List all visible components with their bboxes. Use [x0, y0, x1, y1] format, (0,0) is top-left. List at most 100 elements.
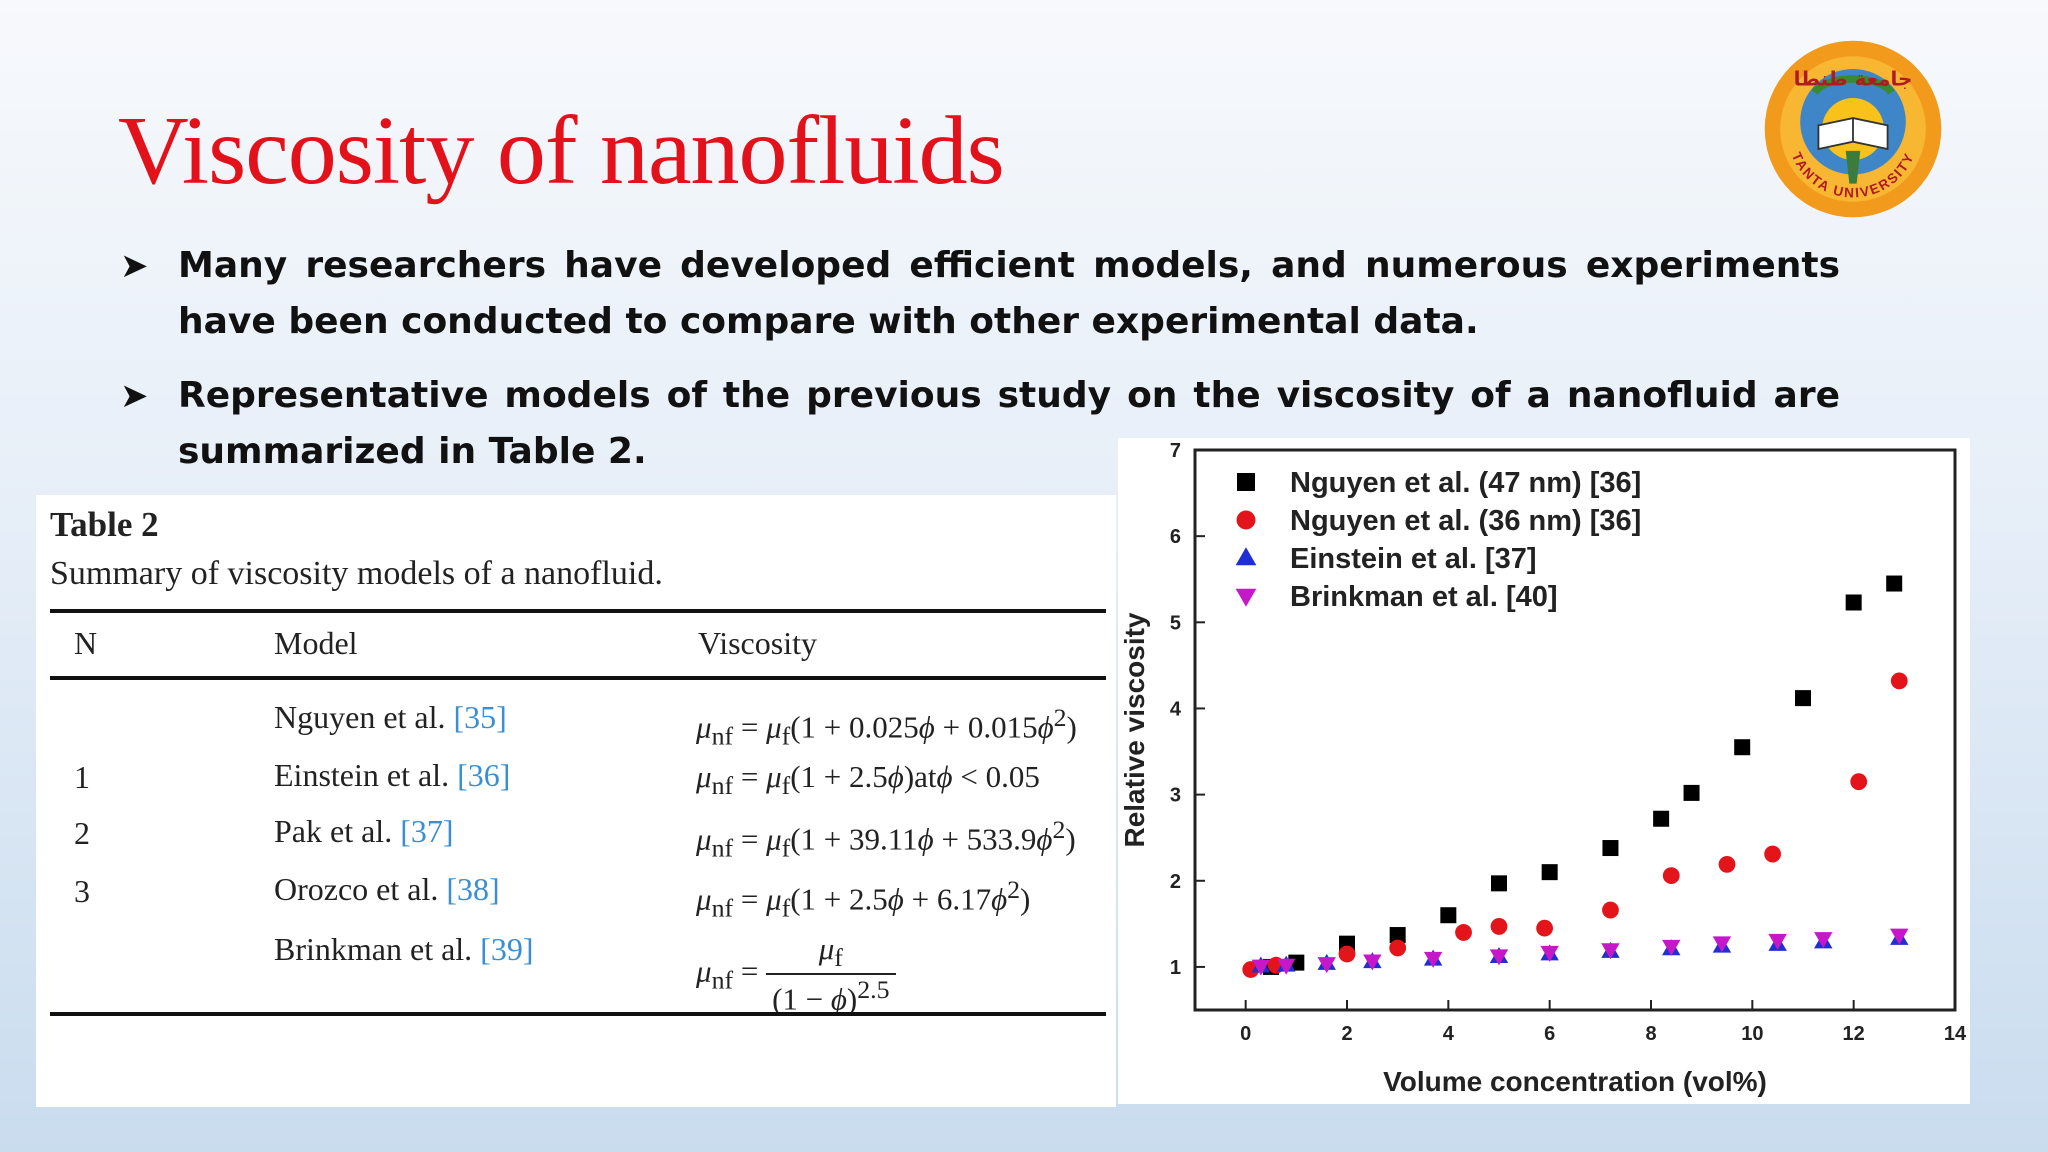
citation-link[interactable]: [36] [457, 757, 511, 793]
citation-link[interactable]: [37] [400, 813, 454, 849]
data-point [1683, 784, 1700, 801]
x-tick-label: 12 [1843, 1023, 1865, 1045]
row-model: Brinkman et al. [39] [274, 931, 533, 968]
row-formula: μnf = μf(1 + 39.11ϕ + 533.9ϕ2) [696, 815, 1076, 863]
data-point [1764, 845, 1781, 863]
model-name: Pak et al. [274, 813, 393, 849]
svg-text:جامعة طنطا: جامعة طنطا [1794, 66, 1913, 90]
bullet-text: Representative models of the previous st… [178, 375, 1840, 472]
bullet-list: ➤ Many researchers have developed effici… [120, 238, 1840, 498]
arrow-bullet-icon: ➤ [120, 246, 149, 286]
data-point [1814, 932, 1833, 949]
y-tick-label: 2 [1170, 871, 1181, 893]
legend-marker [1237, 473, 1255, 491]
x-tick-label: 2 [1341, 1023, 1352, 1045]
model-name: Nguyen et al. [274, 699, 446, 735]
x-tick-label: 0 [1240, 1023, 1251, 1045]
relative-viscosity-chart: 0 2 4 6 8 10 12 14 1 2 3 4 5 6 7 Nguyen et al. (47 nm)… [1118, 438, 1970, 1104]
data-point [1440, 907, 1457, 924]
data-point [1490, 918, 1508, 935]
row-model: Einstein et al. [36] [274, 757, 510, 794]
row-model: Orozco et al. [38] [274, 871, 500, 908]
data-point [1489, 949, 1509, 966]
row-formula: μnf = μf(1 + 2.5ϕ)atϕ < 0.05 [696, 759, 1040, 801]
data-point [1389, 927, 1406, 944]
y-tick-label: 7 [1170, 440, 1181, 462]
legend-marker [1235, 588, 1257, 607]
row-model: Nguyen et al. [35] [274, 699, 507, 736]
data-point [1601, 943, 1620, 960]
header-model: Model [274, 625, 358, 661]
legend-marker [1235, 547, 1257, 566]
data-point [1251, 959, 1271, 976]
table-caption: Table 2 [50, 505, 159, 544]
x-tick-label: 6 [1544, 1023, 1555, 1045]
data-point [1662, 867, 1680, 884]
legend-marker [1236, 510, 1256, 530]
arrow-bullet-icon: ➤ [120, 376, 149, 416]
x-tick-label: 14 [1944, 1023, 1967, 1045]
data-point [1338, 945, 1356, 963]
viscosity-models-table: Table 2 Summary of viscosity models of a… [36, 495, 1116, 1107]
data-point [1886, 575, 1903, 592]
model-name: Einstein et al. [274, 757, 450, 793]
data-point [1890, 672, 1908, 690]
y-tick-label: 3 [1170, 785, 1181, 807]
legend-label: Nguyen et al. (47 nm) [36] [1290, 467, 1641, 499]
data-point [1890, 928, 1909, 945]
bullet-item: ➤ Representative models of the previous … [120, 368, 1840, 480]
x-tick-label: 4 [1443, 1023, 1455, 1045]
legend-label: Einstein et al. [37] [1290, 543, 1537, 575]
data-point [1602, 901, 1619, 919]
table-top-rule [50, 609, 1106, 613]
x-axis-label: Volume concentration (vol%) [1383, 1066, 1767, 1097]
data-point [1718, 856, 1736, 873]
data-point [1536, 919, 1553, 937]
model-name: Brinkman et al. [274, 931, 473, 967]
plot-frame [1193, 448, 1957, 1012]
y-axis-label: Relative viscosity [1119, 612, 1150, 847]
row-formula: μnf = μf(1 + 2.5ϕ + 6.17ϕ2) [696, 875, 1031, 923]
data-point [1541, 864, 1558, 881]
data-point [1491, 875, 1507, 892]
data-point [1850, 773, 1868, 791]
row-formula: μnf = μf (1 − ϕ)2.5 [696, 931, 896, 1018]
data-point [1423, 951, 1443, 968]
y-tick-label: 6 [1170, 526, 1181, 548]
citation-link[interactable]: [38] [446, 871, 500, 907]
header-viscosity: Viscosity [698, 625, 817, 661]
table-subtitle: Summary of viscosity models of a nanoflu… [50, 555, 663, 592]
data-point [1734, 739, 1751, 756]
data-point [1363, 954, 1382, 971]
data-point [1662, 939, 1681, 956]
data-point [1712, 936, 1732, 953]
row-n: 1 [74, 759, 90, 795]
tanta-university-logo: جامعة طنطا TANTA UNIVERSITY [1764, 40, 1942, 218]
data-point [1795, 690, 1811, 707]
citation-link[interactable]: [35] [453, 699, 507, 735]
data-point [1540, 945, 1559, 962]
model-name: Orozco et al. [274, 871, 439, 907]
x-tick-label: 8 [1645, 1023, 1656, 1045]
data-point [1317, 957, 1336, 974]
legend-label: Brinkman et al. [40] [1290, 581, 1558, 613]
y-tick-label: 1 [1170, 957, 1181, 979]
header-n: N [74, 625, 98, 661]
data-point [1653, 810, 1670, 827]
legend-label: Nguyen et al. (36 nm) [36] [1290, 505, 1641, 537]
x-tick-label: 10 [1741, 1023, 1763, 1045]
table-bottom-rule [50, 1012, 1106, 1016]
data-point [1455, 924, 1472, 941]
row-model: Pak et al. [37] [274, 813, 454, 850]
y-tick-label: 4 [1170, 698, 1182, 720]
citation-link[interactable]: [39] [480, 931, 534, 967]
bullet-item: ➤ Many researchers have developed effici… [120, 238, 1840, 350]
data-point [1602, 840, 1619, 857]
data-point [1768, 933, 1787, 950]
row-formula: μnf = μf(1 + 0.025ϕ + 0.015ϕ2) [696, 703, 1077, 751]
table-header-rule [50, 676, 1106, 680]
y-tick-label: 5 [1170, 612, 1181, 634]
row-n: 3 [74, 873, 90, 909]
data-point [1389, 939, 1407, 957]
